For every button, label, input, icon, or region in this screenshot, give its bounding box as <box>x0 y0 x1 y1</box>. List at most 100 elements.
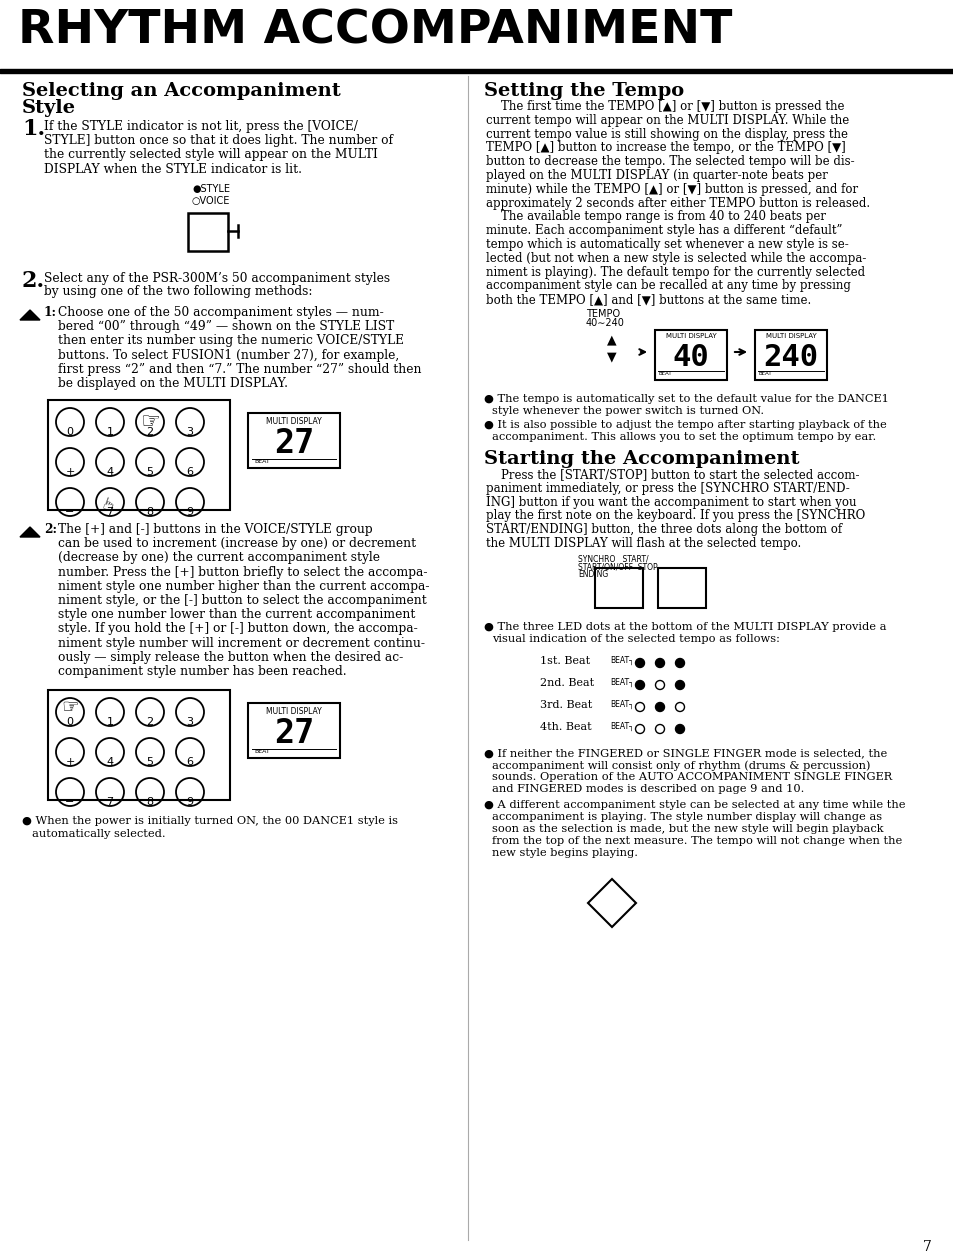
Text: number. Press the [+] button briefly to select the accompa-: number. Press the [+] button briefly to … <box>58 566 427 579</box>
Text: 5: 5 <box>147 467 153 477</box>
Text: Select any of the PSR-300M’s 50 accompaniment styles: Select any of the PSR-300M’s 50 accompan… <box>44 272 390 285</box>
Text: MULTI DISPLAY: MULTI DISPLAY <box>266 417 321 425</box>
Text: 9: 9 <box>186 797 193 807</box>
Text: accompaniment style can be recalled at any time by pressing: accompaniment style can be recalled at a… <box>485 280 850 292</box>
Text: MULTI DISPLAY: MULTI DISPLAY <box>266 707 321 717</box>
Text: the currently selected style will appear on the MULTI: the currently selected style will appear… <box>44 148 377 162</box>
Text: START/ENDING] button, the three dots along the bottom of: START/ENDING] button, the three dots alo… <box>485 523 841 536</box>
Text: 0: 0 <box>67 717 73 727</box>
Text: ☞: ☞ <box>61 698 79 717</box>
Text: niment is playing). The default tempo for the currently selected: niment is playing). The default tempo fo… <box>485 266 864 279</box>
Text: DISPLAY when the STYLE indicator is lit.: DISPLAY when the STYLE indicator is lit. <box>44 163 302 176</box>
Bar <box>248 703 339 758</box>
Text: ENDING: ENDING <box>578 570 608 579</box>
Text: +: + <box>65 467 74 477</box>
Text: buttons. To select FUSION1 (number 27), for example,: buttons. To select FUSION1 (number 27), … <box>58 349 399 361</box>
Text: The available tempo range is from 40 to 240 beats per: The available tempo range is from 40 to … <box>485 211 825 223</box>
Text: (decrease by one) the current accompaniment style: (decrease by one) the current accompanim… <box>58 551 379 565</box>
Text: tempo which is automatically set whenever a new style is se-: tempo which is automatically set wheneve… <box>485 238 848 251</box>
Text: ● The tempo is automatically set to the default value for the DANCE1: ● The tempo is automatically set to the … <box>483 394 888 404</box>
Text: 4: 4 <box>107 467 113 477</box>
Text: 6: 6 <box>186 467 193 477</box>
Bar <box>48 400 230 510</box>
Text: START/ON/OFF  STOP: START/ON/OFF STOP <box>578 562 657 571</box>
Text: Selecting an Accompaniment: Selecting an Accompaniment <box>22 82 340 100</box>
Text: 1.: 1. <box>22 118 45 141</box>
Text: TEMPO [▲] button to increase the tempo, or the TEMPO [▼]: TEMPO [▲] button to increase the tempo, … <box>485 142 845 154</box>
Text: 8: 8 <box>146 507 153 517</box>
Text: 9: 9 <box>186 507 193 517</box>
Text: style whenever the power switch is turned ON.: style whenever the power switch is turne… <box>492 407 763 415</box>
Polygon shape <box>20 527 40 537</box>
Text: 240: 240 <box>762 343 818 371</box>
Polygon shape <box>20 310 40 320</box>
Text: ☞: ☞ <box>99 493 121 513</box>
Text: MULTI DISPLAY: MULTI DISPLAY <box>665 333 716 339</box>
Text: 3: 3 <box>186 427 193 437</box>
Circle shape <box>635 659 644 668</box>
Text: BEAT: BEAT <box>253 749 270 754</box>
Text: niment style, or the [-] button to select the accompaniment: niment style, or the [-] button to selec… <box>58 594 426 607</box>
Text: 4th. Beat: 4th. Beat <box>539 722 591 732</box>
Text: ●STYLE: ●STYLE <box>192 184 230 195</box>
Text: button to decrease the tempo. The selected tempo will be dis-: button to decrease the tempo. The select… <box>485 156 854 168</box>
Text: sounds. Operation of the AUTO ACCOMPANIMENT SINGLE FINGER: sounds. Operation of the AUTO ACCOMPANIM… <box>492 772 891 782</box>
Text: minute) while the TEMPO [▲] or [▼] button is pressed, and for: minute) while the TEMPO [▲] or [▼] butto… <box>485 183 858 196</box>
Text: from the top of the next measure. The tempo will not change when the: from the top of the next measure. The te… <box>492 836 902 846</box>
Text: current tempo will appear on the MULTI DISPLAY. While the: current tempo will appear on the MULTI D… <box>485 114 848 127</box>
Text: ● When the power is initially turned ON, the 00 DANCE1 style is: ● When the power is initially turned ON,… <box>22 816 397 826</box>
Text: 5: 5 <box>147 757 153 767</box>
Text: TEMPO: TEMPO <box>585 309 619 319</box>
Text: BEAT┐: BEAT┐ <box>609 722 633 732</box>
Text: paniment immediately, or press the [SYNCHRO START/END-: paniment immediately, or press the [SYNC… <box>485 482 849 494</box>
Text: 2.: 2. <box>22 270 45 292</box>
Circle shape <box>635 680 644 689</box>
Text: RHYTHM ACCOMPANIMENT: RHYTHM ACCOMPANIMENT <box>18 8 732 53</box>
Text: The [+] and [-] buttons in the VOICE/STYLE group: The [+] and [-] buttons in the VOICE/STY… <box>58 523 373 536</box>
Text: −: − <box>65 507 74 517</box>
Text: Press the [START/STOP] button to start the selected accom-: Press the [START/STOP] button to start t… <box>485 468 859 481</box>
Text: Setting the Tempo: Setting the Tempo <box>483 82 683 100</box>
Text: ING] button if you want the accompaniment to start when you: ING] button if you want the accompanimen… <box>485 496 856 508</box>
Circle shape <box>675 659 684 668</box>
Bar <box>595 569 642 607</box>
Text: BEAT: BEAT <box>659 371 672 376</box>
Text: first press “2” and then “7.” The number “27” should then: first press “2” and then “7.” The number… <box>58 363 421 375</box>
Text: both the TEMPO [▲] and [▼] buttons at the same time.: both the TEMPO [▲] and [▼] buttons at th… <box>485 294 810 306</box>
Text: 1:: 1: <box>44 306 57 319</box>
Circle shape <box>655 659 664 668</box>
Circle shape <box>655 703 664 712</box>
Text: 7: 7 <box>107 507 113 517</box>
Bar <box>248 413 339 468</box>
Text: 2nd. Beat: 2nd. Beat <box>539 678 594 688</box>
Text: ● A different accompaniment style can be selected at any time while the: ● A different accompaniment style can be… <box>483 799 904 809</box>
Bar <box>188 213 228 251</box>
Circle shape <box>675 724 684 733</box>
Text: If the STYLE indicator is not lit, press the [VOICE/: If the STYLE indicator is not lit, press… <box>44 120 357 133</box>
Text: BEAT┐: BEAT┐ <box>609 700 633 709</box>
Text: visual indication of the selected tempo as follows:: visual indication of the selected tempo … <box>492 634 779 644</box>
Text: by using one of the two following methods:: by using one of the two following method… <box>44 285 313 297</box>
Text: 40∼240: 40∼240 <box>585 318 624 328</box>
Text: +: + <box>65 757 74 767</box>
Text: ously — simply release the button when the desired ac-: ously — simply release the button when t… <box>58 651 403 664</box>
Text: ☞: ☞ <box>140 412 160 432</box>
Text: 2: 2 <box>146 427 153 437</box>
Text: 3: 3 <box>186 717 193 727</box>
Text: ▼: ▼ <box>606 350 617 364</box>
Text: companiment style number has been reached.: companiment style number has been reache… <box>58 665 346 678</box>
Text: ● If neither the FINGERED or SINGLE FINGER mode is selected, the: ● If neither the FINGERED or SINGLE FING… <box>483 748 886 758</box>
Text: and FINGERED modes is described on page 9 and 10.: and FINGERED modes is described on page … <box>492 784 803 794</box>
Text: Style: Style <box>22 99 76 117</box>
Text: accompaniment is playing. The style number display will change as: accompaniment is playing. The style numb… <box>492 812 882 822</box>
Text: 0: 0 <box>67 427 73 437</box>
Text: BEAT: BEAT <box>253 459 270 464</box>
Text: 1: 1 <box>107 427 113 437</box>
Text: STYLE] button once so that it does light. The number of: STYLE] button once so that it does light… <box>44 134 393 147</box>
Bar <box>655 330 726 380</box>
Text: niment style number will increment or decrement continu-: niment style number will increment or de… <box>58 636 424 650</box>
Text: approximately 2 seconds after either TEMPO button is released.: approximately 2 seconds after either TEM… <box>485 197 869 210</box>
Text: 3rd. Beat: 3rd. Beat <box>539 700 592 710</box>
Text: style one number lower than the current accompaniment: style one number lower than the current … <box>58 609 415 621</box>
Bar <box>658 569 705 607</box>
